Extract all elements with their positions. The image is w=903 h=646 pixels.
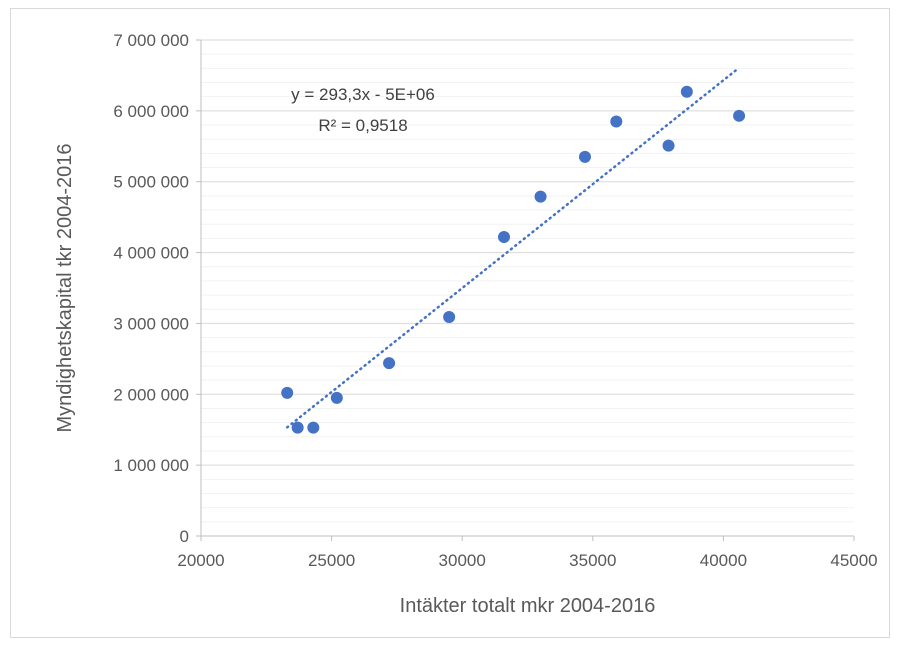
data-point bbox=[534, 190, 547, 203]
x-tick-label: 45000 bbox=[830, 551, 877, 570]
x-axis-title: Intäkter totalt mkr 2004-2016 bbox=[400, 595, 656, 617]
y-axis-title: Myndighetskapital tkr 2004-2016 bbox=[54, 143, 76, 432]
scatter-chart: 0 1 000 000 2 000 000 3 000 000 4 000 000 5 0… bbox=[54, 31, 878, 617]
data-points bbox=[281, 85, 746, 434]
x-tick-label: 20000 bbox=[177, 551, 224, 570]
data-point bbox=[383, 357, 396, 370]
x-tick-label: 40000 bbox=[700, 551, 747, 570]
axes bbox=[196, 39, 855, 541]
data-point bbox=[281, 386, 294, 399]
data-point bbox=[443, 311, 456, 324]
y-tick-label: 6 000 000 bbox=[113, 102, 189, 121]
data-point bbox=[330, 391, 343, 404]
y-tick-label: 4 000 000 bbox=[113, 244, 189, 263]
y-tick-label: 1 000 000 bbox=[113, 456, 189, 475]
y-tick-label: 3 000 000 bbox=[113, 314, 189, 333]
y-tick-label: 2 000 000 bbox=[113, 385, 189, 404]
tick-labels: 0 1 000 000 2 000 000 3 000 000 4 000 000 5 0… bbox=[113, 31, 877, 570]
data-point bbox=[291, 421, 304, 434]
y-tick-label: 5 000 000 bbox=[113, 173, 189, 192]
x-tick-label: 30000 bbox=[439, 551, 486, 570]
trendline-equation: y = 293,3x - 5E+06 bbox=[291, 85, 435, 104]
y-tick-label: 7 000 000 bbox=[113, 31, 189, 50]
chart-container: 0 1 000 000 2 000 000 3 000 000 4 000 000 5 0… bbox=[10, 8, 890, 638]
gridlines bbox=[201, 39, 854, 523]
x-tick-label: 35000 bbox=[569, 551, 616, 570]
data-point bbox=[497, 230, 510, 243]
data-point bbox=[578, 150, 591, 163]
data-point bbox=[610, 115, 623, 128]
data-point bbox=[680, 85, 693, 98]
data-point bbox=[662, 139, 675, 152]
data-point bbox=[307, 421, 320, 434]
trendline-r-squared: R² = 0,9518 bbox=[318, 116, 407, 135]
x-tick-label: 25000 bbox=[308, 551, 355, 570]
y-tick-label: 0 bbox=[180, 527, 189, 546]
data-point bbox=[733, 109, 746, 122]
